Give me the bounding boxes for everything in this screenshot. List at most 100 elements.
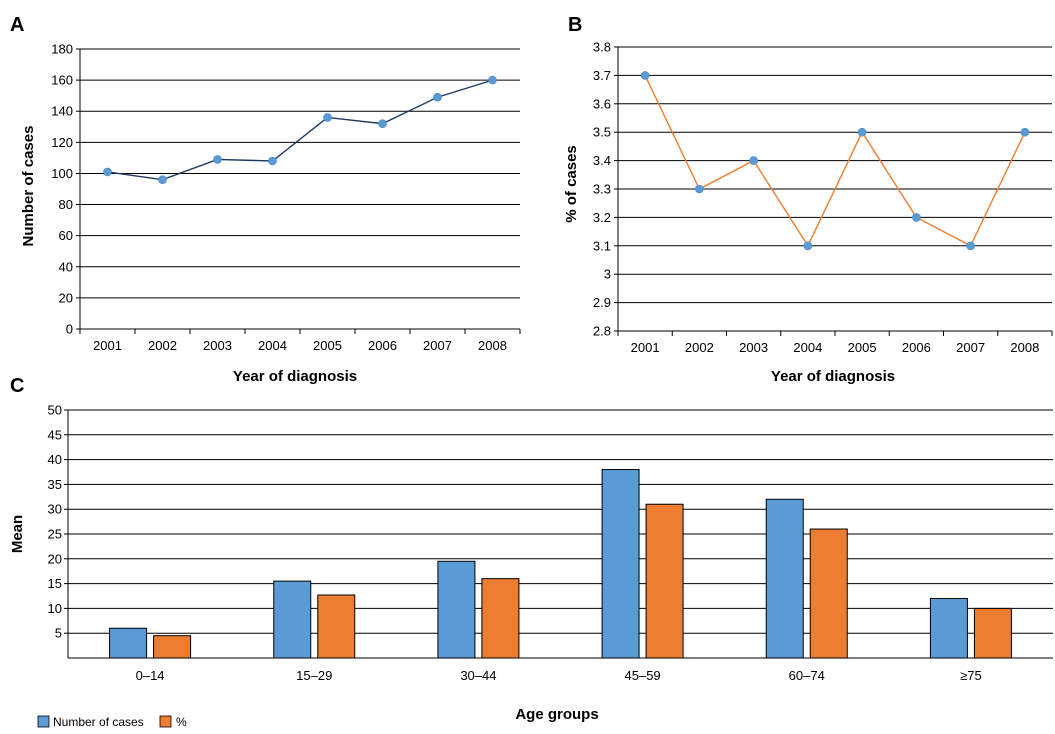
panelC-bar-percent [481, 578, 520, 659]
panel-b: B 2.82.933.13.23.33.43.53.63.73.8 2001 20… [563, 14, 1053, 385]
panel-a-gridlines [79, 48, 520, 330]
panelC-y-tick-label: 40 [48, 452, 62, 467]
panelB-y-tick-label: 3.3 [593, 182, 611, 197]
panel-c-gridlines [67, 409, 1053, 659]
panel-b-y-axis-title: % of cases [563, 145, 580, 223]
panelC-bar-percent [153, 635, 192, 659]
panelB-data-point [640, 71, 650, 80]
panelA-y-tick-label: 40 [59, 259, 73, 274]
panelC-y-tick-label: 30 [48, 502, 62, 517]
panelA-x-tick-label: 2005 [313, 338, 342, 353]
panel-a-series [103, 75, 497, 184]
panelA-x-tick-label: 2002 [148, 338, 177, 353]
panelA-x-tick-label: 2006 [368, 338, 397, 353]
panelC-y-tick-label: 15 [48, 576, 62, 591]
panelB-y-tick-label: 3.4 [593, 153, 611, 168]
panelC-y-tick-label: 5 [55, 626, 62, 641]
panelB-x-tick-label: 2004 [793, 340, 822, 355]
panel-b-label: B [568, 14, 582, 36]
panelC-x-tick-label: 0–14 [136, 668, 165, 683]
panel-a-x-ticks: 2001 2002 2003 2004 2005 2006 2007 2008 [79, 329, 521, 353]
legend-label-number-of-cases: Number of cases [53, 715, 144, 729]
panelC-bar-number-of-cases [109, 627, 148, 659]
panel-c: C 5 10 15 20 25 30 35 40 45 50 0–14 15–29 30–44 45–5… [9, 375, 1053, 729]
panelA-data-point [158, 175, 167, 184]
panel-c-bars [109, 469, 1012, 659]
panelA-x-tick-label: 2001 [93, 338, 122, 353]
panelA-x-tick-label: 2008 [478, 338, 507, 353]
panel-a-label: A [10, 14, 24, 36]
panelB-x-tick-label: 2005 [848, 340, 877, 355]
panelC-bar-number-of-cases [929, 597, 968, 659]
panelB-data-point [912, 213, 921, 222]
panelC-bar-number-of-cases [273, 580, 312, 659]
panelB-y-tick-label: 3 [604, 267, 611, 282]
panelA-y-tick-label: 180 [51, 42, 73, 57]
panelA-y-tick-label: 20 [59, 290, 73, 305]
panelA-data-point [213, 155, 222, 164]
panelB-series-line [644, 75, 1026, 248]
panelC-x-tick-label: 30–44 [460, 668, 496, 683]
panelA-x-tick-label: 2007 [423, 338, 452, 353]
panelC-y-tick-label: 20 [48, 551, 62, 566]
panelC-bar-number-of-cases [765, 498, 804, 659]
panelA-y-tick-label: 160 [51, 73, 73, 88]
panelA-data-point [378, 119, 387, 128]
panelA-y-tick-label: 80 [59, 197, 73, 212]
panel-b-y-ticks: 2.8 2.9 3 3.1 3.2 3.3 3.4 3.5 3.6 3.7 3.8 [593, 40, 618, 339]
panelC-y-tick-label: 50 [48, 403, 62, 418]
panelC-bar-percent [809, 528, 848, 659]
panelB-y-tick-label: 3.7 [593, 68, 611, 83]
panelA-data-point [488, 75, 497, 85]
panelA-x-tick-label: 2004 [258, 338, 287, 353]
panel-c-x-ticks: 0–14 15–29 30–44 45–59 60–74 ≥75 [136, 668, 982, 683]
panel-c-label: C [10, 375, 24, 397]
panel-b-x-axis-title: Year of diagnosis [771, 368, 895, 385]
panel-b-x-ticks: 2001 2002 2003 2004 2005 2006 2007 2008 [617, 331, 1053, 355]
panelB-x-tick-label: 2006 [902, 340, 931, 355]
panelC-x-tick-label: 15–29 [296, 668, 332, 683]
panelA-series-line [107, 79, 493, 181]
panelC-y-tick-label: 10 [48, 601, 62, 616]
panelB-y-tick-label: 3.1 [593, 238, 611, 253]
panelB-data-point [966, 241, 975, 251]
panelC-x-tick-label: ≥75 [960, 668, 982, 683]
panelB-x-tick-label: 2007 [956, 340, 985, 355]
panelA-x-tick-label: 2003 [203, 338, 232, 353]
panelB-x-tick-label: 2003 [739, 340, 768, 355]
panelB-y-tick-label: 3.2 [593, 210, 611, 225]
panel-a-x-axis-title: Year of diagnosis [233, 368, 357, 385]
panelA-data-point [268, 156, 277, 166]
panel-c-legend: Number of cases % [37, 715, 187, 729]
panelB-x-tick-label: 2002 [685, 340, 714, 355]
panelC-bar-number-of-cases [601, 469, 640, 659]
panelA-y-tick-label: 0 [66, 322, 73, 337]
panelC-x-tick-label: 60–74 [789, 668, 825, 683]
panelC-bar-percent [645, 503, 684, 659]
panelB-x-tick-label: 2001 [631, 340, 660, 355]
panelB-y-tick-label: 3.5 [593, 125, 611, 140]
panel-a-y-axis-title: Number of cases [20, 126, 37, 247]
panelC-bar-percent [317, 594, 356, 659]
panelA-data-point [103, 167, 112, 177]
panelB-y-tick-label: 3.8 [593, 40, 611, 55]
panelA-y-tick-label: 60 [59, 228, 73, 243]
panelC-bar-percent [973, 607, 1012, 659]
panelB-data-point [749, 156, 758, 165]
panelB-data-point [803, 241, 813, 251]
legend-swatch-number-of-cases [37, 715, 50, 728]
panel-c-x-axis-title: Age groups [515, 706, 598, 723]
panelA-y-tick-label: 100 [51, 166, 73, 181]
panelC-x-tick-label: 45–59 [625, 668, 661, 683]
panelC-y-tick-label: 35 [48, 477, 62, 492]
panelB-data-point [1020, 127, 1030, 137]
panelC-y-tick-label: 25 [48, 527, 62, 542]
panel-c-y-ticks: 5 10 15 20 25 30 35 40 45 50 [48, 403, 68, 641]
panelB-x-tick-label: 2008 [1010, 340, 1039, 355]
panelC-bar-number-of-cases [437, 560, 476, 659]
legend-label-percent: % [176, 715, 187, 729]
panelC-y-tick-label: 45 [48, 427, 62, 442]
panelA-data-point [433, 92, 442, 102]
